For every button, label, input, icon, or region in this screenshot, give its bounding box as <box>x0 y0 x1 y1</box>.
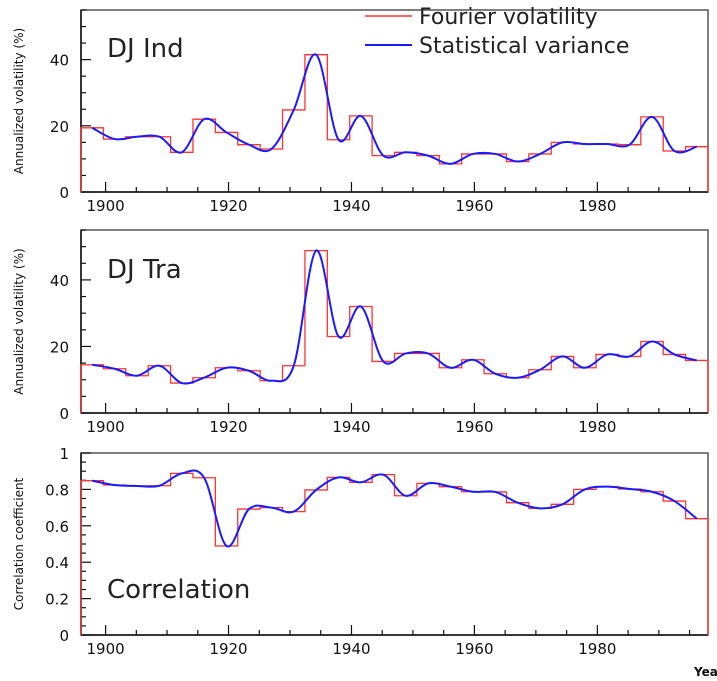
panel-title-dj-tra: DJ Tra <box>107 255 182 285</box>
x-tick-label: 1920 <box>209 418 247 436</box>
x-tick-label: 1980 <box>578 418 616 436</box>
panel-dj-tra: DJ Tra 1900 1920 1940 1960 1980 0 20 40 Annualiz… <box>12 229 709 436</box>
y-tick-label: 0.4 <box>45 554 69 572</box>
x-tick-label: 1940 <box>332 197 370 215</box>
x-tick-label: 1920 <box>209 197 247 215</box>
y-axis-title: Annualized volatility (%) <box>12 28 26 174</box>
series-statistical-variance <box>91 53 698 165</box>
y-tick-label: 20 <box>50 338 69 356</box>
x-tick-label: 1960 <box>455 640 493 658</box>
x-tick-label: 1900 <box>86 640 124 658</box>
y-tick-label: 0.2 <box>45 591 69 609</box>
legend-label-statistical: Statistical variance <box>419 34 629 59</box>
y-axis-title: Annualized volatility (%) <box>12 248 26 394</box>
panel-title-correlation: Correlation <box>107 575 250 605</box>
y-tick-label: 0.8 <box>45 481 69 499</box>
series-statistical-variance <box>92 469 698 548</box>
y-tick-label: 0.6 <box>45 518 69 536</box>
x-tick-label: 1940 <box>332 640 370 658</box>
legend-label-fourier: Fourier volatility <box>419 5 598 30</box>
x-tick-label: 1900 <box>86 197 124 215</box>
y-tick-label: 20 <box>50 118 69 136</box>
y-tick-label: 40 <box>50 52 69 70</box>
x-tick-label: 1980 <box>578 640 616 658</box>
y-tick-label: 0 <box>59 405 69 423</box>
x-tick-label: 1900 <box>86 418 124 436</box>
x-tick-label: 1920 <box>209 640 247 658</box>
x-tick-label: 1940 <box>332 418 370 436</box>
x-axis-title: Year <box>693 665 717 679</box>
y-axis-title: Correlation coefficient <box>12 477 26 610</box>
panel-dj-ind: DJ Ind 1900 1920 1940 1960 1980 0 20 40 Annualiz… <box>12 9 709 215</box>
y-tick-label: 1 <box>59 445 69 463</box>
legend: Fourier volatility Statistical variance <box>365 5 629 59</box>
panel-title-dj-ind: DJ Ind <box>107 34 184 64</box>
y-tick-label: 0 <box>59 627 69 645</box>
y-tick-label: 40 <box>50 272 69 290</box>
series-statistical-variance <box>92 249 698 385</box>
panel-correlation: Correlation 1900 1920 1940 1960 1980 0 0.2 0.4 0… <box>12 445 709 658</box>
x-tick-label: 1960 <box>455 197 493 215</box>
x-tick-label: 1960 <box>455 418 493 436</box>
y-tick-label: 0 <box>59 184 69 202</box>
series-fourier-volatility <box>80 54 709 192</box>
series-fourier-volatility <box>80 472 709 635</box>
x-tick-label: 1980 <box>578 197 616 215</box>
